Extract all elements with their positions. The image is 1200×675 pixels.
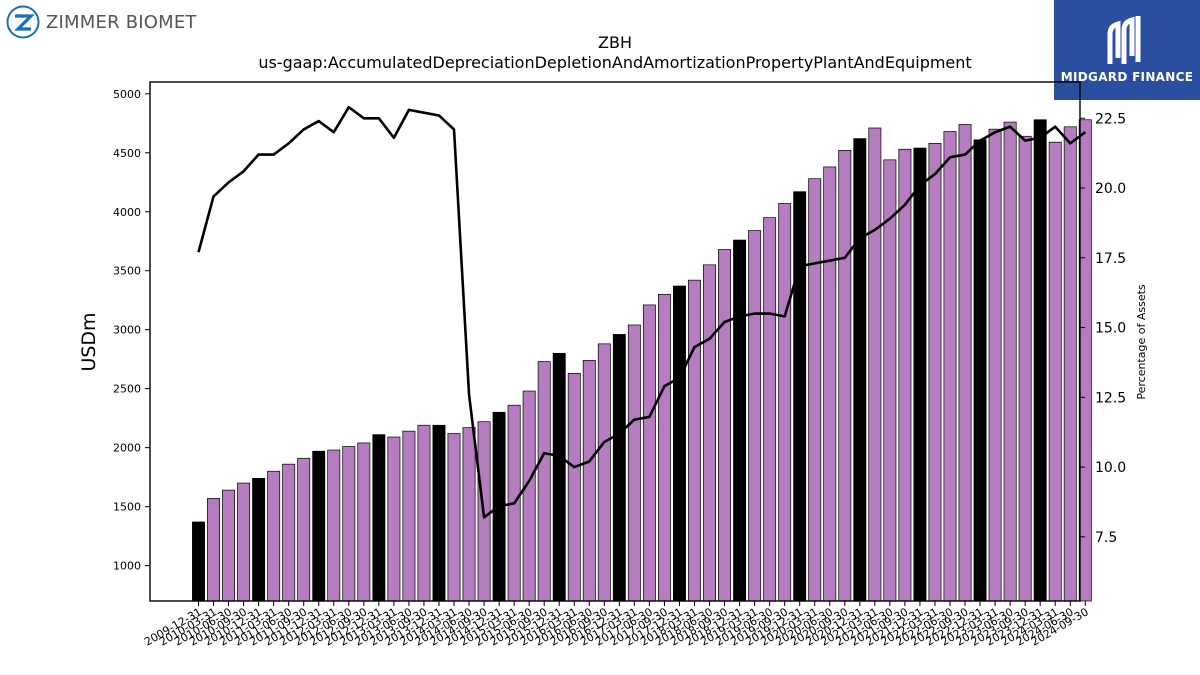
bar — [973, 139, 987, 602]
bar — [898, 148, 912, 602]
bar — [417, 424, 431, 602]
bar — [192, 521, 205, 602]
percentage-line — [197, 105, 1087, 519]
bar — [342, 446, 356, 602]
bar — [522, 390, 536, 602]
bar — [582, 360, 596, 602]
bar — [688, 279, 701, 602]
bar — [267, 470, 281, 602]
bar-series — [192, 119, 1092, 602]
bar — [958, 124, 972, 602]
y-tick-label: 4000 — [113, 206, 141, 219]
midgard-finance-logo-icon — [1107, 16, 1141, 64]
bar — [312, 450, 326, 602]
y2-tick-label: 20.0 — [1095, 181, 1126, 197]
bar — [1003, 121, 1017, 602]
right-axis-label: Percentage of Assets — [1135, 284, 1148, 400]
y-tick-label: 3500 — [113, 265, 141, 278]
midgard-finance-logo-text: MIDGARD FINANCE — [1060, 70, 1194, 84]
y-tick-label: 1500 — [113, 501, 141, 514]
bar — [1048, 141, 1062, 602]
y2-tick-label: 17.5 — [1095, 251, 1126, 267]
bar — [868, 127, 882, 602]
bar — [838, 150, 852, 602]
bar — [883, 159, 897, 602]
bar — [627, 324, 641, 602]
bar — [567, 373, 581, 602]
bar — [733, 239, 747, 602]
bar — [207, 498, 220, 602]
y2-tick-label: 15.0 — [1095, 321, 1126, 337]
y-axis-label: USDm — [78, 312, 100, 371]
y2-tick-label: 10.0 — [1095, 460, 1126, 476]
bar — [597, 343, 611, 602]
zimmer-biomet-logo-icon — [6, 5, 40, 39]
bar — [657, 293, 671, 602]
midgard-finance-logo: MIDGARD FINANCE — [1054, 0, 1200, 100]
zimmer-biomet-logo-text: ZIMMER BIOMET — [46, 11, 197, 33]
bar — [793, 191, 807, 602]
bar — [748, 230, 762, 602]
right-axis-ticks: 7.5 10.0 12.5 15.0 17.5 20.0 22.5 — [1080, 111, 1126, 546]
bar — [297, 457, 311, 602]
zimmer-biomet-logo: ZIMMER BIOMET — [6, 5, 197, 39]
left-axis-ticks: 1000 1500 2000 2500 3000 3500 4000 4500 5000 — [113, 88, 150, 573]
bar — [357, 442, 371, 602]
plot-frame — [149, 81, 1081, 602]
bar — [612, 334, 626, 602]
y2-tick-label: 22.5 — [1095, 111, 1126, 127]
bar — [402, 430, 416, 602]
bar — [853, 138, 867, 602]
bar — [823, 166, 837, 602]
bar — [1018, 135, 1032, 602]
y2-tick-label: 7.5 — [1095, 530, 1117, 546]
bar — [913, 147, 927, 602]
bar — [327, 449, 341, 602]
bar — [387, 436, 401, 602]
bar — [1033, 119, 1047, 602]
bar — [703, 264, 716, 602]
bar — [372, 434, 386, 602]
bar — [808, 178, 822, 602]
bar — [1063, 126, 1077, 602]
bar — [447, 433, 461, 602]
bar — [222, 489, 236, 602]
bar — [282, 463, 296, 602]
chart-subtitle: us-gaap:AccumulatedDepreciationDepletion… — [258, 53, 971, 72]
y-tick-label: 4500 — [113, 147, 141, 160]
bar — [928, 142, 942, 602]
bar — [943, 131, 957, 602]
y-tick-label: 2000 — [113, 442, 141, 455]
bar — [673, 285, 686, 602]
bar — [778, 203, 792, 602]
bar — [988, 128, 1002, 602]
bar — [237, 482, 251, 602]
y-tick-label: 1000 — [113, 560, 141, 573]
bar — [718, 249, 732, 602]
y-tick-label: 3000 — [113, 324, 141, 337]
x-axis-ticks: 2009-12-312010-03-312010-06-302010-09-30… — [142, 601, 1091, 649]
chart-title: ZBH — [598, 33, 632, 52]
bar — [552, 352, 566, 602]
bar — [462, 427, 476, 602]
y-tick-label: 5000 — [113, 88, 141, 101]
bar — [252, 477, 266, 602]
bar — [642, 304, 656, 602]
y-tick-label: 2500 — [113, 383, 141, 396]
y2-tick-label: 12.5 — [1095, 390, 1126, 406]
bar — [763, 217, 777, 602]
bar — [432, 424, 446, 602]
bar — [1078, 119, 1092, 602]
bar — [537, 361, 551, 602]
